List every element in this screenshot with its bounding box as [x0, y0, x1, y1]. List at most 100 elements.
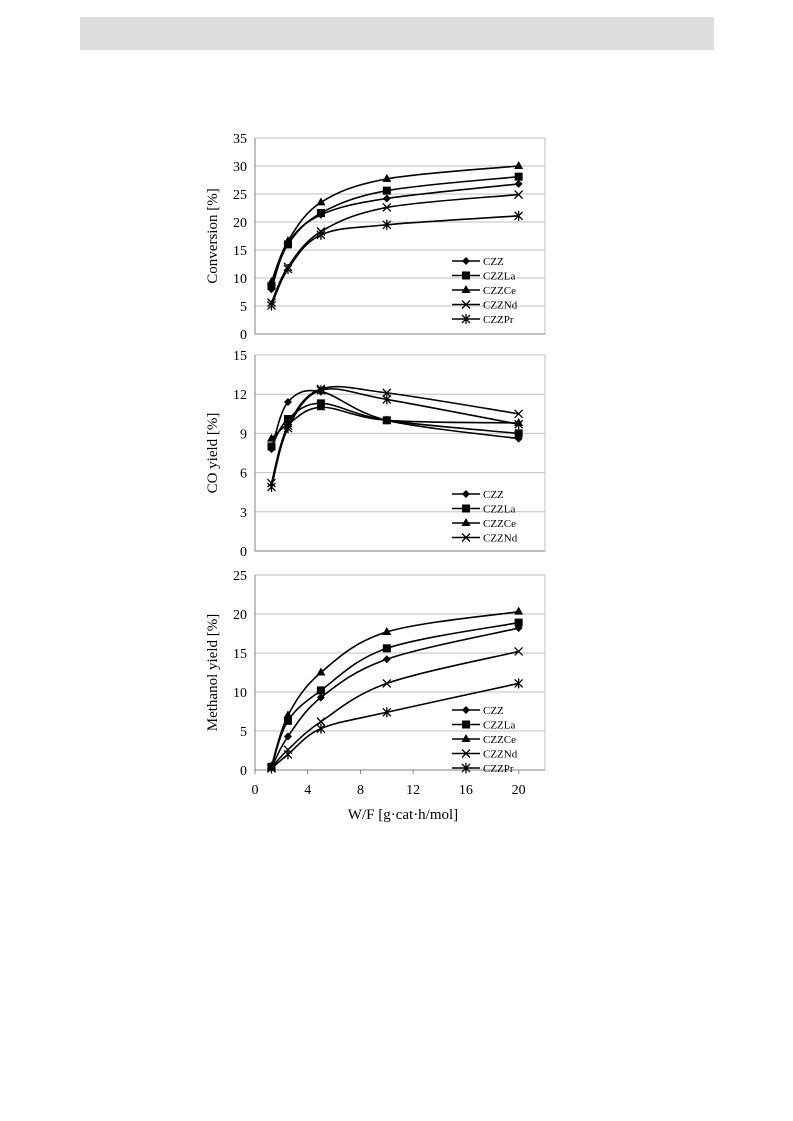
legend-marker: [461, 734, 471, 742]
legend-marker: [461, 533, 471, 542]
data-point: [382, 415, 392, 424]
data-point: [382, 707, 392, 718]
x-tick-label: 20: [512, 783, 526, 798]
series-line-CZZLa: [270, 621, 519, 768]
legend-label: CZZ: [483, 256, 504, 268]
legend-marker: [461, 518, 471, 526]
legend-label: CZZPr: [483, 763, 514, 775]
data-point: [382, 173, 392, 182]
data-point: [283, 415, 292, 424]
data-point: [316, 667, 326, 676]
data-point: [266, 276, 276, 285]
legend-label: CZZLa: [483, 271, 515, 283]
y-tick-label: 25: [233, 188, 247, 203]
data-point: [382, 655, 391, 664]
y-tick-label: 20: [233, 608, 247, 623]
legend-marker: [461, 763, 471, 773]
legend-label: CZZLa: [483, 720, 515, 732]
data-point: [283, 236, 293, 245]
series-line-CZZCe: [270, 610, 519, 767]
data-point: [382, 626, 392, 635]
y-tick-label: 5: [240, 300, 247, 315]
data-point: [266, 433, 276, 442]
data-point: [283, 716, 292, 725]
y-tick-label: 5: [240, 725, 247, 740]
y-axis-title: CO yield [%]: [205, 413, 221, 494]
legend-marker: [461, 285, 471, 293]
data-point: [283, 710, 293, 719]
data-point: [283, 732, 292, 741]
y-tick-label: 0: [240, 764, 247, 779]
data-point: [382, 678, 392, 688]
panel-2: 0 3 6 9 12 15 CO yield [%] CZZ CZZLa CZZCe CZZNd: [205, 349, 546, 560]
panel-3: 0 5 10 15 20 25 0 4 8 12 16 20 Methanol yield [%] W/F…: [205, 569, 546, 823]
data-point: [283, 423, 293, 434]
x-tick-label: 0: [252, 783, 259, 798]
data-point: [316, 686, 325, 695]
data-point: [382, 194, 391, 203]
legend-marker: [461, 300, 471, 309]
y-tick-label: 15: [233, 647, 247, 662]
data-point: [514, 419, 524, 430]
data-point: [316, 402, 326, 411]
data-point: [283, 398, 292, 407]
legend-label: CZZNd: [483, 533, 518, 545]
data-point: [382, 202, 392, 212]
x-tick-label: 4: [304, 783, 311, 798]
series-line-CZZPr: [270, 215, 519, 306]
y-tick-label: 15: [233, 349, 247, 364]
x-tick-label: 16: [459, 783, 473, 798]
data-point: [283, 240, 292, 249]
data-point: [514, 161, 524, 169]
data-point: [514, 172, 523, 181]
legend-marker: [461, 749, 471, 758]
y-tick-label: 10: [233, 272, 247, 287]
data-point: [382, 219, 392, 230]
legend-marker: [462, 490, 470, 498]
data-point: [267, 442, 276, 451]
data-point: [382, 644, 391, 653]
data-point: [316, 717, 326, 727]
series-line-CZZ: [270, 627, 519, 769]
y-tick-label: 9: [240, 427, 247, 442]
data-point: [267, 481, 276, 492]
data-point: [316, 723, 326, 734]
series-line-CZZ: [270, 389, 519, 450]
legend-label: CZZNd: [483, 749, 518, 761]
data-point: [316, 385, 326, 396]
series-line-CZZNd: [270, 193, 519, 303]
y-tick-label: 10: [233, 686, 247, 701]
legend-label: CZZLa: [483, 504, 515, 516]
y-tick-label: 25: [233, 569, 247, 584]
data-point: [382, 388, 392, 398]
x-tick-label: 8: [357, 783, 364, 798]
data-point: [382, 394, 392, 405]
legend-label: CZZCe: [483, 734, 516, 746]
data-point: [514, 179, 523, 188]
y-tick-label: 30: [233, 160, 247, 175]
legend-label: CZZ: [483, 489, 504, 501]
panel-1: 0 5 10 15 20 25 30 35 Conversion [%] CZZ CZZLa CZZC…: [205, 132, 546, 343]
data-point: [316, 693, 325, 702]
data-point: [514, 190, 524, 200]
y-tick-label: 35: [233, 132, 247, 147]
data-point: [267, 763, 276, 774]
y-tick-label: 3: [240, 506, 247, 521]
legend-label: CZZ: [483, 705, 504, 717]
legend-marker: [462, 257, 470, 265]
header-bar: [80, 17, 714, 50]
series-line-CZZLa: [270, 402, 519, 447]
data-point: [514, 678, 524, 689]
y-axis-title: Methanol yield [%]: [205, 614, 221, 731]
x-axis-title: W/F [g·cat·h/mol]: [348, 807, 458, 823]
series-line-CZZCe: [270, 165, 519, 283]
series-line-CZZNd: [270, 385, 519, 484]
legend-marker: [462, 271, 470, 280]
data-point: [514, 606, 524, 615]
legend-label: CZZNd: [483, 300, 518, 312]
legend-marker: [462, 706, 470, 714]
y-tick-label: 15: [233, 244, 247, 259]
y-axis-title: Conversion [%]: [205, 188, 221, 283]
series-line-CZZLa: [270, 175, 519, 287]
